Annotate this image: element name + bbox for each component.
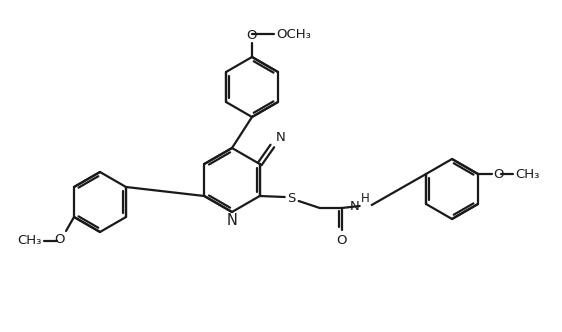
Text: O: O — [55, 233, 65, 246]
Text: H: H — [361, 192, 370, 205]
Text: CH₃: CH₃ — [17, 234, 42, 247]
Text: N: N — [226, 213, 237, 228]
Text: N: N — [350, 200, 360, 212]
Text: N: N — [275, 131, 285, 144]
Text: CH₃: CH₃ — [515, 168, 540, 181]
Text: O: O — [247, 29, 257, 42]
Text: O: O — [493, 168, 504, 181]
Text: OCH₃: OCH₃ — [276, 28, 311, 41]
Text: S: S — [288, 192, 296, 205]
Text: O: O — [337, 234, 347, 247]
